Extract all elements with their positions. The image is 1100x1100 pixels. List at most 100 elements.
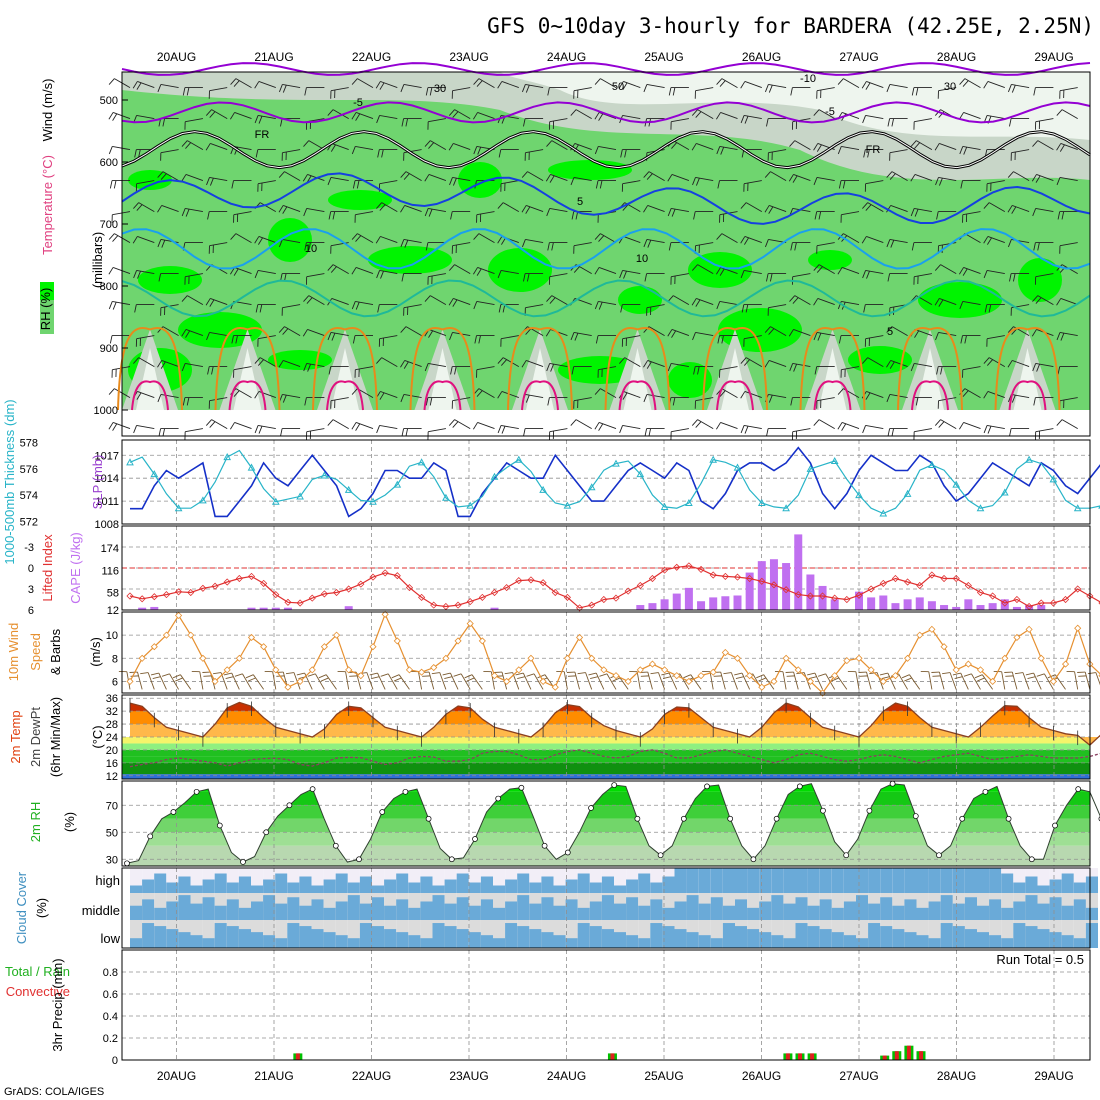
wind-barb <box>745 357 763 367</box>
cloud-bar <box>347 938 360 948</box>
cloud-bar <box>493 938 506 948</box>
wind-barb-flag <box>280 118 283 127</box>
thickness-marker <box>223 453 232 461</box>
wind-barb-flag <box>889 361 895 369</box>
wind-barb <box>573 242 592 247</box>
panel-frame <box>121 780 1091 867</box>
wind-barb <box>550 174 568 182</box>
wind-barb-flag <box>391 674 400 679</box>
thickness-marker <box>636 470 645 478</box>
wind-barb <box>1037 295 1054 305</box>
wind-barb <box>160 394 179 399</box>
wind-barb-flag <box>938 421 945 428</box>
li-marker <box>539 579 547 587</box>
wind-barb <box>210 298 228 306</box>
wind-barb-flag <box>789 295 796 302</box>
wind-barb-flag <box>691 143 697 151</box>
wind-barb-flag <box>723 672 732 675</box>
y-axis-label-units: (°C) <box>90 725 105 748</box>
cloud-bar <box>529 929 542 948</box>
wind-barb-flag <box>983 81 989 89</box>
wind-barb <box>598 146 617 151</box>
wind-barb-flag <box>959 146 964 155</box>
date-label-bottom: 29AUG <box>1034 1069 1073 1083</box>
li-marker <box>624 587 632 595</box>
thickness-marker <box>393 480 402 488</box>
cape-bar <box>672 593 681 610</box>
wind-barb <box>855 671 860 690</box>
wind-barb-flag <box>647 239 652 248</box>
rh-marker <box>611 782 618 788</box>
wind-barb-flag <box>594 422 600 430</box>
wind-barb-flag <box>594 112 600 120</box>
y-tick-left: 6 <box>28 605 34 617</box>
cloud-bar <box>178 895 191 920</box>
wind-barb <box>379 115 398 120</box>
wind-barb-flag <box>207 366 210 375</box>
wind-barb <box>575 109 592 119</box>
wind-barb <box>242 673 252 690</box>
cloud-bar <box>940 923 953 948</box>
cloud-bar <box>686 932 699 948</box>
wind-barb-flag <box>546 140 553 147</box>
cape-bar <box>247 607 256 610</box>
wind-barb-flag <box>1033 397 1036 406</box>
isotherm-30 <box>911 380 949 411</box>
li-marker <box>138 595 146 603</box>
wind-barb-flag <box>1031 174 1037 182</box>
wind-barb-flag <box>424 208 429 217</box>
wind-barb <box>527 171 544 181</box>
cloud-bar <box>880 868 893 893</box>
wind-barb-flag <box>720 146 725 155</box>
wind-barb-flag <box>405 118 409 127</box>
wind-barb <box>454 419 471 429</box>
cloud-bar <box>468 882 481 893</box>
wind-barb-flag <box>667 329 673 337</box>
cloud-bar <box>735 899 748 920</box>
wind-barb <box>890 360 908 368</box>
wind-barb <box>841 211 860 216</box>
wind-marker <box>405 666 414 674</box>
wind-barb <box>380 391 398 399</box>
wind-barb <box>379 425 398 430</box>
wind-barb <box>403 84 422 89</box>
wind-barb-flag <box>744 237 749 245</box>
cloud-bar <box>480 899 493 920</box>
wind-barb-flag <box>525 84 530 93</box>
wind-barb-flag <box>715 267 721 275</box>
cloud-bar <box>408 907 421 920</box>
cloud-bar <box>456 929 469 948</box>
wind-barb-flag <box>764 171 771 178</box>
wind-barb <box>963 267 981 275</box>
cloud-bar <box>154 873 167 893</box>
cloud-bar <box>650 923 663 948</box>
wind-barb-flag <box>1011 84 1016 93</box>
wind-barb-flag <box>134 304 137 313</box>
wind-barb-flag <box>181 174 187 182</box>
wind-barb-flag <box>133 425 137 434</box>
y-tick-label: 20 <box>106 745 118 757</box>
wind-marker <box>478 637 486 645</box>
wind-barb-flag <box>974 674 983 679</box>
wind-barb-flag <box>808 676 817 679</box>
wind-barb <box>380 236 398 244</box>
wind-barb-flag <box>498 304 502 313</box>
li-marker <box>746 574 754 583</box>
cloud-bar <box>952 926 965 948</box>
wind-barb <box>137 671 143 690</box>
wind-barb-flag <box>869 672 878 675</box>
cloud-bar <box>335 901 348 920</box>
wind-barb-flag <box>205 419 212 426</box>
wind-barb-flag <box>175 677 183 682</box>
wind-barb <box>160 84 179 89</box>
wind-barb <box>283 360 301 368</box>
wind-barb-flag <box>377 149 380 158</box>
wind-barb <box>478 388 495 398</box>
wind-barb <box>891 171 908 181</box>
wind-barb-flag <box>963 146 968 155</box>
rh-moist-patch <box>268 218 312 262</box>
wind-barb-flag <box>861 236 867 244</box>
y-tick-label: 50 <box>106 827 118 839</box>
y-tick-right: 12 <box>107 605 119 617</box>
wind-barb-flag <box>594 78 601 85</box>
